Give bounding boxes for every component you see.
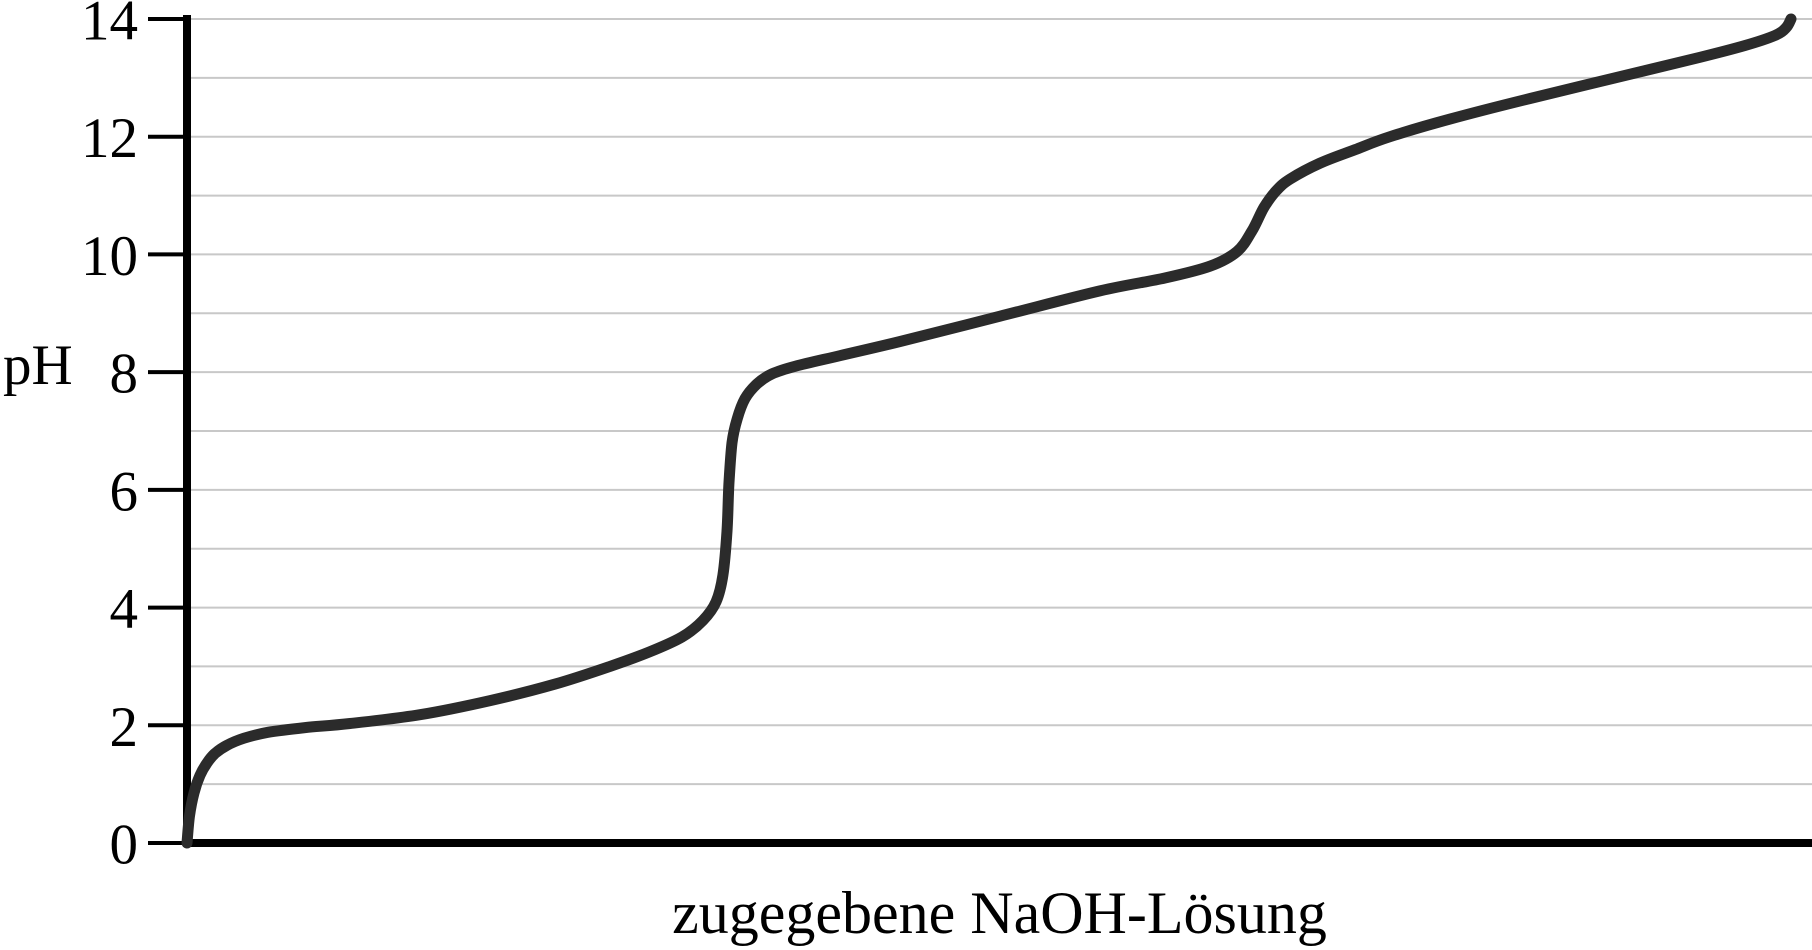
y-tick-label-14: 14 xyxy=(81,0,138,53)
y-tick-label-4: 4 xyxy=(110,578,139,641)
titration-curve-group xyxy=(181,13,1797,849)
y-tick-label-2: 2 xyxy=(110,696,139,759)
y-tick-label-8: 8 xyxy=(110,343,139,406)
y-tick-label-6: 6 xyxy=(110,460,139,523)
titration-curve xyxy=(181,13,1797,849)
x-axis-title: zugegebene NaOH-Lösung xyxy=(672,880,1327,946)
gridlines xyxy=(187,18,1812,786)
y-axis-title: pH xyxy=(3,334,73,397)
y-tick-label-12: 12 xyxy=(81,107,138,170)
y-tick-label-0: 0 xyxy=(110,814,139,877)
axes xyxy=(183,15,1812,847)
y-tick-label-10: 10 xyxy=(81,225,138,288)
y-axis-tick-labels: 0 2 4 6 8 10 12 14 xyxy=(81,0,138,877)
y-axis-ticks xyxy=(148,17,191,845)
